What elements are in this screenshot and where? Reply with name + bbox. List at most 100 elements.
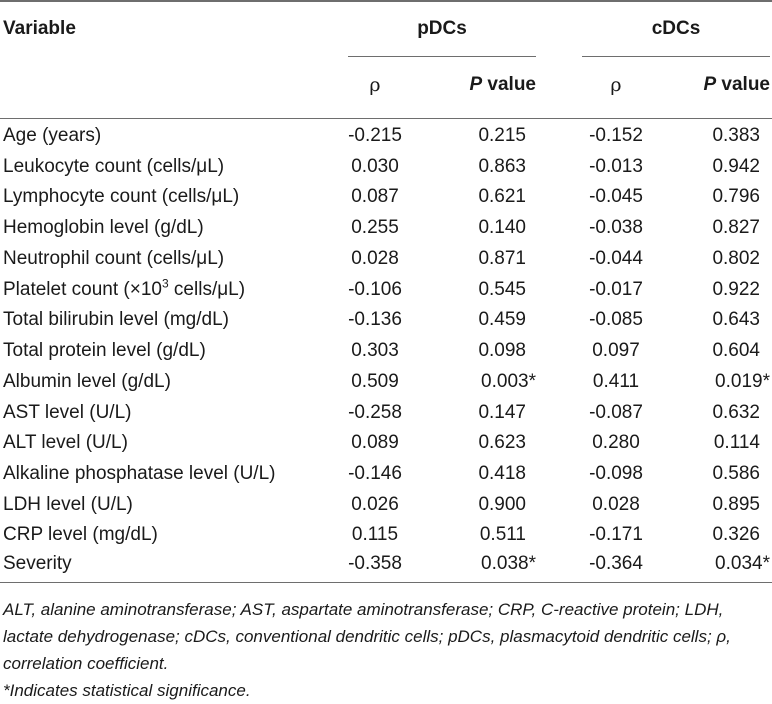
cdcs-rho-value: -0.038	[589, 217, 643, 238]
header-cdcs-rho: ρ	[610, 74, 622, 96]
pdcs-rho-value: 0.026	[351, 494, 399, 515]
cdcs-rho-value: -0.087	[589, 402, 643, 423]
value-word: value	[716, 74, 770, 95]
table-row: Leukocyte count (cells/μL) 0.030 0.863 -…	[0, 156, 772, 187]
pdcs-rho-value: 0.115	[351, 524, 399, 545]
cdcs-rho-value: 0.097	[592, 340, 640, 361]
pdcs-p-value: 0.418	[478, 463, 526, 484]
row-variable: Platelet count (×103 cells/μL)	[3, 276, 246, 301]
pdcs-p-value: 0.459	[478, 309, 526, 330]
footnote-significance: *Indicates statistical significance.	[3, 681, 251, 700]
cdcs-rho-value: -0.045	[589, 186, 643, 207]
pdcs-rho-value: -0.215	[348, 125, 402, 146]
variable-tail: cells/μL)	[168, 279, 246, 300]
row-variable: ALT level (U/L)	[3, 432, 128, 453]
pdcs-rho-value: -0.258	[348, 402, 402, 423]
pdcs-rho-value: -0.358	[348, 553, 402, 574]
cdcs-p-value: 0.922	[712, 279, 760, 300]
row-variable: Alkaline phosphatase level (U/L)	[3, 463, 276, 484]
cdcs-rho-value: 0.280	[592, 432, 640, 453]
pdcs-p-value: 0.863	[478, 156, 526, 177]
table-top-rule	[0, 0, 772, 2]
row-variable: Age (years)	[3, 125, 102, 146]
row-variable: Leukocyte count (cells/μL)	[3, 156, 225, 177]
pdcs-rho-value: 0.303	[351, 340, 399, 361]
pdcs-rho-value: 0.509	[351, 371, 399, 392]
row-variable: Neutrophil count (cells/μL)	[3, 248, 225, 269]
pdcs-rho-value: 0.028	[351, 248, 399, 269]
pdcs-p-value: 0.140	[478, 217, 526, 238]
table-row: Hemoglobin level (g/dL) 0.255 0.140 -0.0…	[0, 217, 772, 248]
cdcs-p-value: 0.034*	[715, 553, 770, 574]
pdcs-rho-value: -0.146	[348, 463, 402, 484]
table-row: Age (years) -0.215 0.215 -0.152 0.383	[0, 125, 772, 156]
pdcs-p-value: 0.038*	[481, 553, 536, 574]
table-bottom-rule	[0, 582, 772, 583]
cdcs-rho-value: -0.085	[589, 309, 643, 330]
table-row: Albumin level (g/dL) 0.509 0.003* 0.411 …	[0, 371, 772, 402]
pdcs-rho-value: 0.089	[351, 432, 399, 453]
header-pdcs: pDCs	[417, 18, 467, 39]
cdcs-p-value: 0.895	[712, 494, 760, 515]
table-row: Neutrophil count (cells/μL) 0.028 0.871 …	[0, 248, 772, 279]
cdcs-rho-value: -0.171	[589, 524, 643, 545]
pdcs-p-value: 0.545	[478, 279, 526, 300]
value-word: value	[482, 74, 536, 95]
pdcs-rho-value: 0.030	[351, 156, 399, 177]
cdcs-p-value: 0.586	[712, 463, 760, 484]
cdcs-p-value: 0.019*	[715, 371, 770, 392]
pdcs-p-value: 0.511	[479, 524, 526, 545]
cdcs-rho-value: 0.028	[592, 494, 640, 515]
cdcs-p-value: 0.632	[712, 402, 760, 423]
cdcs-p-value: 0.796	[712, 186, 760, 207]
cdcs-rho-value: -0.044	[589, 248, 643, 269]
p-italic: P	[469, 74, 483, 95]
pdcs-p-value: 0.098	[478, 340, 526, 361]
row-variable: Albumin level (g/dL)	[3, 371, 171, 392]
cdcs-p-value: 0.643	[712, 309, 760, 330]
cdcs-p-value: 0.326	[712, 524, 760, 545]
row-variable: Total protein level (g/dL)	[3, 340, 206, 361]
header-pdcs-rho: ρ	[369, 74, 381, 96]
pdcs-p-value: 0.900	[478, 494, 526, 515]
table-row: AST level (U/L) -0.258 0.147 -0.087 0.63…	[0, 402, 772, 433]
pdcs-rho-value: -0.106	[348, 279, 402, 300]
p-italic: P	[703, 74, 717, 95]
table-row: Alkaline phosphatase level (U/L) -0.146 …	[0, 463, 772, 494]
header-variable: Variable	[3, 18, 76, 39]
row-variable: Severity	[3, 553, 72, 574]
table-row: ALT level (U/L) 0.089 0.623 0.280 0.114	[0, 432, 772, 463]
pdcs-p-value: 0.871	[478, 248, 526, 269]
cdcs-p-value: 0.942	[712, 156, 760, 177]
pdcs-p-value: 0.003*	[481, 371, 536, 392]
pdcs-rho-value: 0.255	[351, 217, 399, 238]
pdcs-p-value: 0.147	[478, 402, 526, 423]
header-bottom-rule	[0, 118, 772, 119]
cdcs-p-value: 0.383	[712, 125, 760, 146]
row-variable: Lymphocyte count (cells/μL)	[3, 186, 240, 207]
cdcs-p-value: 0.604	[712, 340, 760, 361]
pdcs-p-value: 0.215	[478, 125, 526, 146]
table-row: LDH level (U/L) 0.026 0.900 0.028 0.895	[0, 494, 772, 525]
pdcs-group-rule	[348, 56, 536, 57]
table-row: Total bilirubin level (mg/dL) -0.136 0.4…	[0, 309, 772, 340]
header-pdcs-p-value: P value	[436, 74, 536, 96]
table-row: Severity -0.358 0.038* -0.364 0.034*	[0, 553, 772, 584]
header-cdcs-p-value: P value	[668, 74, 770, 96]
footnote-abbreviations: ALT, alanine aminotransferase; AST, aspa…	[3, 600, 731, 673]
cdcs-rho-value: -0.152	[589, 125, 643, 146]
table-row: CRP level (mg/dL) 0.115 0.511 -0.171 0.3…	[0, 524, 772, 555]
table-row: Lymphocyte count (cells/μL) 0.087 0.621 …	[0, 186, 772, 217]
superscript-exponent: 3	[161, 276, 169, 291]
row-variable: Total bilirubin level (mg/dL)	[3, 309, 229, 330]
cdcs-rho-value: -0.364	[589, 553, 643, 574]
cdcs-group-rule	[582, 56, 770, 57]
pdcs-p-value: 0.621	[478, 186, 526, 207]
cdcs-rho-value: 0.411	[592, 371, 640, 392]
cdcs-p-value: 0.802	[712, 248, 760, 269]
cdcs-p-value: 0.827	[712, 217, 760, 238]
pdcs-rho-value: 0.087	[351, 186, 399, 207]
row-variable: LDH level (U/L)	[3, 494, 133, 515]
pdcs-rho-value: -0.136	[348, 309, 402, 330]
cdcs-rho-value: -0.017	[589, 279, 643, 300]
